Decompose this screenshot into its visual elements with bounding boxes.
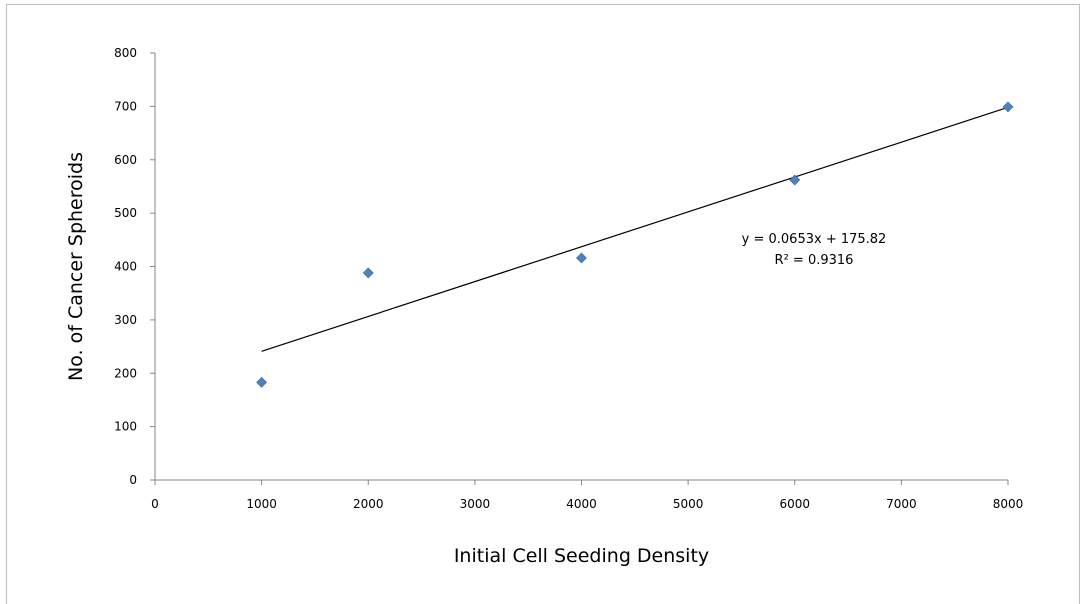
x-tick-label: 0 bbox=[151, 497, 159, 511]
y-tick-label: 100 bbox=[114, 420, 137, 434]
data-point bbox=[256, 376, 268, 388]
y-tick-label: 600 bbox=[114, 153, 137, 167]
y-tick-label: 200 bbox=[114, 366, 137, 380]
x-tick-label: 7000 bbox=[886, 497, 917, 511]
x-tick-label: 6000 bbox=[779, 497, 810, 511]
data-point bbox=[789, 174, 801, 186]
y-tick-label: 800 bbox=[114, 46, 137, 60]
trendline-equation: y = 0.0653x + 175.82 bbox=[742, 232, 887, 247]
trendline-r-squared: R² = 0.9316 bbox=[775, 253, 854, 268]
x-tick-label: 4000 bbox=[566, 497, 597, 511]
data-points bbox=[256, 101, 1014, 388]
trendline bbox=[261, 106, 1009, 352]
x-axis-title: Initial Cell Seeding Density bbox=[454, 545, 709, 567]
x-tick-label: 1000 bbox=[246, 497, 277, 511]
x-tick-label: 2000 bbox=[353, 497, 384, 511]
axes bbox=[150, 52, 1009, 485]
y-axis-title: No. of Cancer Spheroids bbox=[65, 152, 87, 381]
x-tick-label: 8000 bbox=[993, 497, 1024, 511]
data-point bbox=[576, 252, 587, 264]
y-tick-label: 400 bbox=[114, 260, 137, 274]
y-tick-label: 700 bbox=[114, 99, 137, 113]
data-point bbox=[362, 267, 374, 279]
trendline-group bbox=[261, 106, 1009, 352]
y-tick-label: 500 bbox=[114, 206, 137, 220]
x-tick-label: 5000 bbox=[673, 497, 704, 511]
y-tick-label: 0 bbox=[129, 473, 137, 487]
chart-frame bbox=[6, 4, 1080, 604]
y-tick-label: 300 bbox=[114, 313, 137, 327]
x-tick-label: 3000 bbox=[460, 497, 491, 511]
data-point bbox=[1002, 101, 1014, 113]
